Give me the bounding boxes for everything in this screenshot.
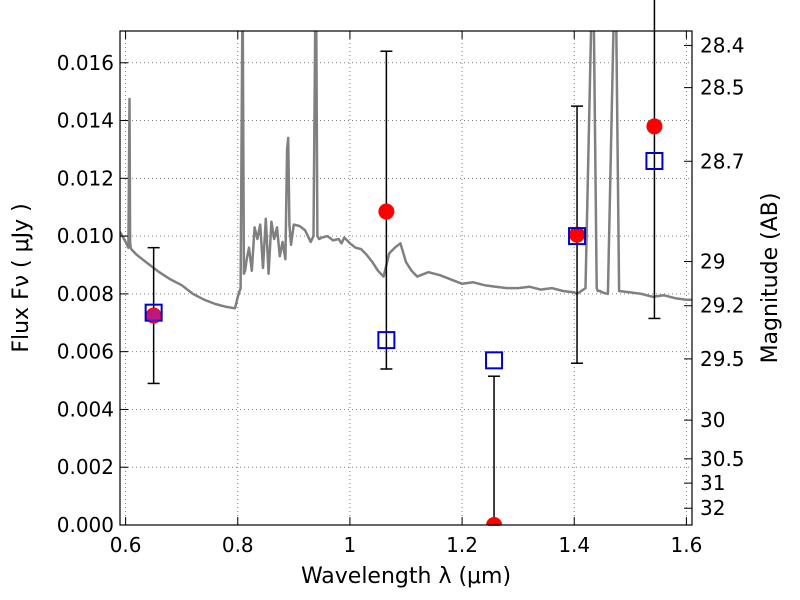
model-point [377, 331, 396, 350]
y-tick-label: 0.000 [57, 513, 114, 537]
right-axis-label: Magnitude (AB) [758, 193, 783, 364]
x-tick-label: 0.8 [222, 533, 254, 557]
x-tick-label: 1.6 [670, 533, 702, 557]
model-point [645, 152, 664, 170]
model-spectrum [120, 31, 692, 310]
right-tick-label: 29.5 [700, 347, 745, 371]
observed-points [145, 118, 663, 525]
right-tick-label: 32 [700, 496, 725, 520]
y-tick-label: 0.016 [57, 51, 114, 75]
x-axis-ticks: 0.6 0.8 1 1.2 1.4 1.6 [110, 31, 702, 557]
x-tick-label: 1.2 [446, 533, 478, 557]
model-point [485, 351, 504, 370]
y-tick-label: 0.004 [57, 397, 114, 421]
y-tick-label: 0.010 [57, 224, 114, 248]
overlap-point [146, 308, 161, 323]
model-points [144, 152, 664, 370]
x-axis-label: Wavelength λ (μm) [301, 564, 511, 589]
y-axis-ticks: 0.000 0.002 0.004 0.006 0.008 0.010 0.012 0.014… [57, 51, 128, 537]
observed-point [486, 517, 503, 525]
right-tick-label: 28.5 [700, 76, 745, 100]
x-tick-label: 0.6 [110, 533, 142, 557]
model-point [568, 227, 587, 246]
right-tick-label: 29.2 [700, 294, 745, 318]
y-tick-label: 0.002 [57, 455, 114, 479]
x-tick-label: 1.4 [558, 533, 590, 557]
observed-point [378, 203, 395, 220]
grid-lines [120, 31, 692, 526]
right-tick-label: 31 [700, 471, 725, 495]
right-tick-label: 30 [700, 408, 725, 432]
model-spectrum-line [120, 31, 692, 310]
y-tick-label: 0.014 [57, 109, 114, 133]
x-tick-label: 1 [344, 533, 357, 557]
right-tick-label: 28.7 [700, 149, 745, 173]
y-axis-label: Flux Fν ( μJy ) [9, 203, 34, 352]
right-tick-label: 30.5 [700, 447, 745, 471]
right-tick-label: 28.4 [700, 33, 745, 57]
y-tick-label: 0.012 [57, 166, 114, 190]
plot-frame [119, 30, 693, 526]
right-tick-label: 29 [700, 250, 725, 274]
observed-point [646, 118, 663, 135]
y-tick-label: 0.006 [57, 340, 114, 364]
y-tick-label: 0.008 [57, 282, 114, 306]
error-bars [147, 0, 661, 526]
observed-point [569, 226, 586, 243]
